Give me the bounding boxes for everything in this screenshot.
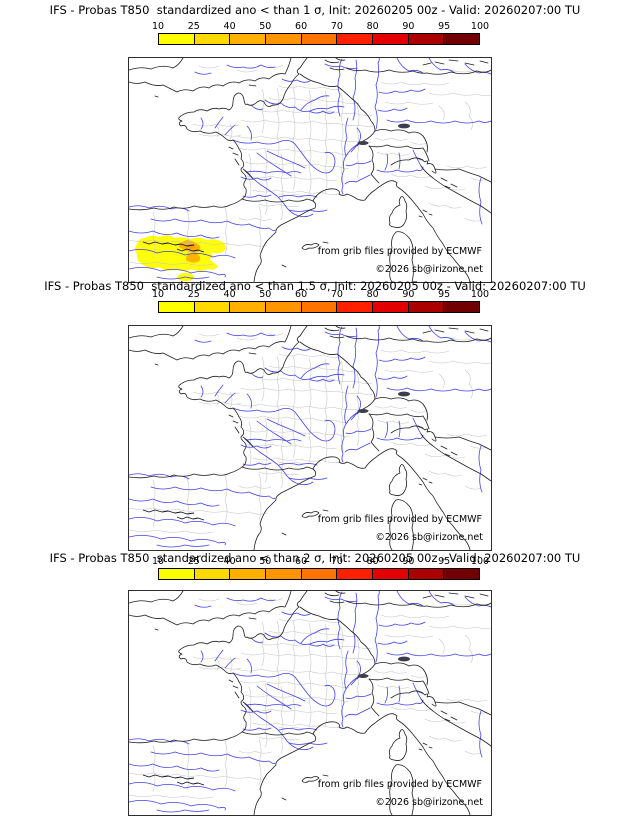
map-credit: from grib files provided by ECMWF (317, 514, 482, 525)
lake-geneva (357, 674, 369, 678)
coastlines-borders-layer (129, 326, 491, 550)
colorbar-tick-label: 50 (259, 289, 272, 300)
colorbar-ticks: 10 25 40 50 60 70 80 90 95 100 (152, 556, 489, 568)
colorbar-segment (193, 34, 230, 44)
colorbar-segment (229, 569, 266, 579)
colorbar-tick-label: 50 (259, 556, 272, 567)
colorbar-segment (372, 302, 408, 312)
colorbar-tick-label: 80 (366, 556, 379, 567)
map-credit: from grib files provided by ECMWF (317, 246, 482, 257)
colorbar-tick-label: 90 (402, 289, 415, 300)
colorbar-segment (443, 34, 480, 44)
colorbar-bar (158, 568, 480, 580)
panel-title: IFS - Probas T850 standardized ano < tha… (49, 551, 581, 565)
colorbar-tick-label: 10 (151, 289, 165, 300)
lakes-layer (357, 656, 424, 694)
colorbar-tick-label: 40 (223, 556, 236, 567)
colorbar-tick-label: 60 (295, 21, 308, 32)
colorbar-tick-label: 95 (438, 289, 451, 300)
colorbar-segment (336, 569, 373, 579)
venice-lagoon (416, 690, 424, 694)
colorbar-segment (300, 569, 337, 579)
map-canvas: from grib files provided by ECMWF ©2026 … (128, 57, 492, 283)
colorbar-bar (158, 33, 480, 45)
venice-lagoon (416, 157, 424, 161)
probability-colorbar: 10 25 40 50 60 70 80 90 95 100 (152, 21, 489, 45)
map-svg (129, 58, 491, 282)
map-canvas: from grib files provided by ECMWF ©2026 … (128, 325, 492, 551)
colorbar-segment (159, 302, 194, 312)
colorbar-segment (193, 302, 230, 312)
lakes-layer (357, 123, 424, 161)
colorbar-bar (158, 301, 480, 313)
colorbar-tick-label: 80 (366, 21, 379, 32)
colorbar-segment (229, 34, 266, 44)
colorbar-tick-label: 60 (295, 556, 308, 567)
colorbar-segment (300, 302, 337, 312)
map-svg (129, 326, 491, 550)
map-canvas: from grib files provided by ECMWF ©2026 … (128, 590, 492, 816)
coastlines-borders-layer (129, 591, 491, 815)
map-copyright: ©2026 sb@irizone.net (375, 532, 483, 543)
colorbar-tick-label: 10 (151, 556, 165, 567)
lake-geneva (357, 141, 369, 145)
colorbar-tick-label: 100 (470, 21, 490, 32)
probability-colorbar: 10 25 40 50 60 70 80 90 95 100 (152, 556, 489, 580)
colorbar-segment (372, 34, 408, 44)
colorbar-tick-label: 80 (366, 289, 379, 300)
lake-constance (398, 656, 410, 662)
colorbar-segment (265, 34, 301, 44)
colorbar-tick-label: 10 (151, 21, 165, 32)
colorbar-tick-label: 95 (438, 21, 451, 32)
colorbar-segment (372, 569, 408, 579)
colorbar-tick-label: 100 (470, 289, 490, 300)
colorbar-segment (443, 569, 480, 579)
colorbar-ticks: 10 25 40 50 60 70 80 90 95 100 (152, 289, 489, 301)
colorbar-tick-label: 40 (223, 289, 236, 300)
map-copyright: ©2026 sb@irizone.net (375, 797, 483, 808)
coastlines-borders-layer (129, 58, 491, 282)
lake-constance (398, 123, 410, 129)
panel-title: IFS - Probas T850 standardized ano < tha… (44, 279, 586, 293)
colorbar-ticks: 10 25 40 50 60 70 80 90 95 100 (152, 21, 489, 33)
colorbar-segment (336, 34, 373, 44)
lakes-layer (357, 391, 424, 429)
colorbar-tick-label: 90 (402, 21, 415, 32)
colorbar-tick-label: 25 (187, 21, 200, 32)
colorbar-segment (265, 569, 301, 579)
colorbar-segment (159, 34, 194, 44)
colorbar-segment (265, 302, 301, 312)
colorbar-segment (407, 569, 444, 579)
colorbar-segment (229, 302, 266, 312)
colorbar-tick-label: 95 (438, 556, 451, 567)
lake-constance (398, 391, 410, 397)
colorbar-tick-label: 70 (330, 289, 343, 300)
colorbar-segment (443, 302, 480, 312)
colorbar-tick-label: 70 (330, 21, 343, 32)
map-credit: from grib files provided by ECMWF (317, 779, 482, 790)
map-svg (129, 591, 491, 815)
colorbar-segment (300, 34, 337, 44)
colorbar-segment (407, 34, 444, 44)
map-copyright: ©2026 sb@irizone.net (375, 264, 483, 275)
colorbar-segment (159, 569, 194, 579)
colorbar-tick-label: 25 (187, 556, 200, 567)
rivers-layer (129, 591, 491, 813)
venice-lagoon (416, 425, 424, 429)
colorbar-tick-label: 100 (470, 556, 490, 567)
probability-colorbar: 10 25 40 50 60 70 80 90 95 100 (152, 289, 489, 313)
colorbar-segment (336, 302, 373, 312)
colorbar-tick-label: 40 (223, 21, 236, 32)
panel-title: IFS - Probas T850 standardized ano < tha… (49, 3, 581, 17)
lake-geneva (357, 409, 369, 413)
colorbar-segment (407, 302, 444, 312)
colorbar-tick-label: 50 (259, 21, 272, 32)
colorbar-segment (193, 569, 230, 579)
colorbar-tick-label: 25 (187, 289, 200, 300)
colorbar-tick-label: 90 (402, 556, 415, 567)
colorbar-tick-label: 70 (330, 556, 343, 567)
colorbar-tick-label: 60 (295, 289, 308, 300)
